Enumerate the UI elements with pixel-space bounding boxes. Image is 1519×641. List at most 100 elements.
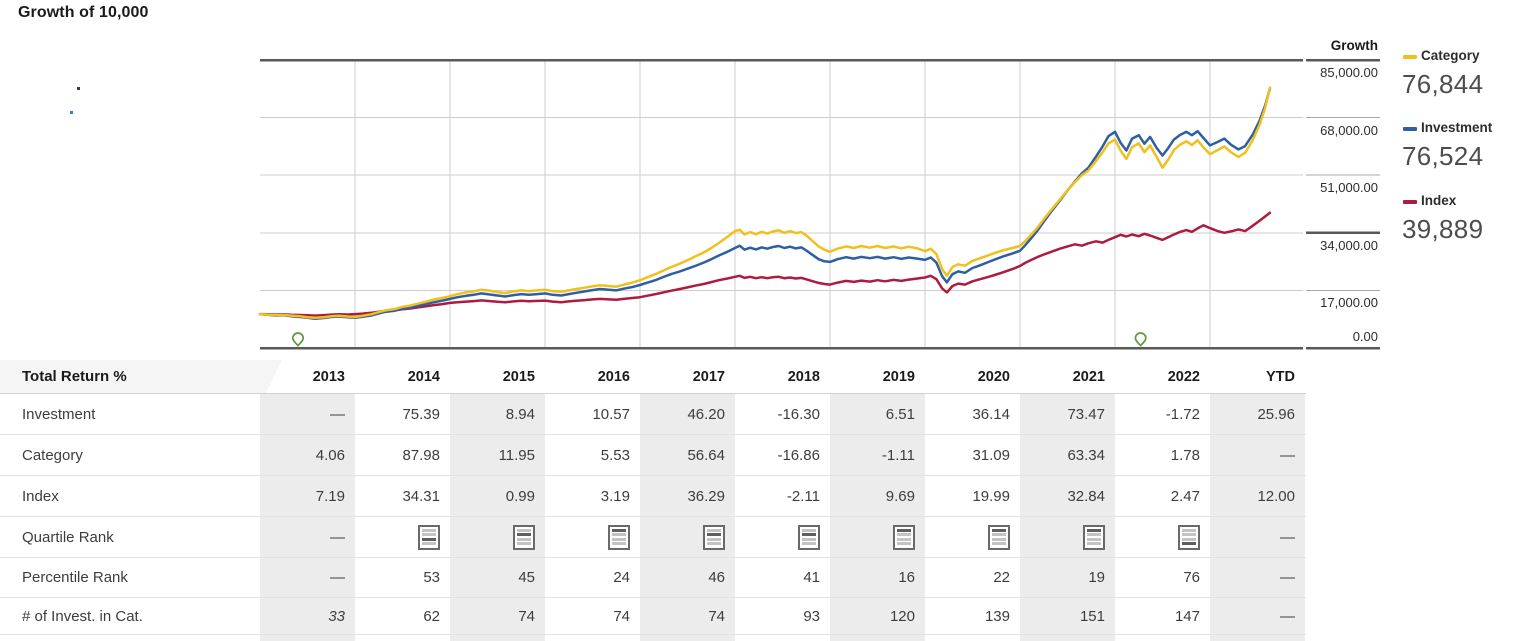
table-cell: — bbox=[1210, 598, 1305, 634]
quartile-bar bbox=[1087, 537, 1101, 541]
y-tick-label: 34,000.00 bbox=[1320, 237, 1378, 253]
quartile-bar bbox=[897, 528, 911, 532]
table-cell: 147 bbox=[1115, 598, 1210, 634]
table-cell bbox=[830, 517, 925, 557]
table-cell: 1.78 bbox=[1115, 435, 1210, 475]
series-line-category[interactable] bbox=[258, 86, 1272, 320]
legend-series-name: Investment bbox=[1421, 120, 1493, 135]
legend-series-value: 39,889 bbox=[1402, 214, 1484, 244]
cell-value: 9.69 bbox=[885, 487, 915, 505]
quartile-bar bbox=[1087, 533, 1101, 537]
table-header-label: Total Return % bbox=[0, 360, 260, 393]
cell-value: 53 bbox=[423, 569, 440, 586]
quartile-bar bbox=[422, 542, 436, 546]
quartile-bar bbox=[517, 528, 531, 532]
series-line-investment[interactable] bbox=[258, 87, 1272, 320]
table-row-index: Index 7.19 34.31 0.99 3.19 36.29 -2.11 9.69 19.9… bbox=[0, 476, 1306, 517]
quartile-bar bbox=[802, 542, 816, 546]
cell-value: 45 bbox=[518, 569, 535, 586]
cell-value: 151 bbox=[1079, 607, 1105, 625]
cell-value: 3.19 bbox=[600, 487, 630, 505]
cell-value: 6.51 bbox=[885, 405, 915, 423]
cell-value: 7.19 bbox=[315, 487, 345, 505]
row-label: Index bbox=[0, 476, 260, 516]
quartile-bar bbox=[897, 542, 911, 546]
stray-dot-dark bbox=[77, 87, 80, 90]
cell-value: 32.84 bbox=[1067, 487, 1105, 505]
cell-value: — bbox=[1280, 446, 1295, 464]
row-label-text: Quartile Rank bbox=[22, 528, 114, 546]
row-label-text: Percentile Rank bbox=[22, 569, 128, 586]
year-header-cell: 2015 bbox=[502, 368, 535, 385]
cell-value: -16.30 bbox=[777, 405, 820, 423]
cell-value: — bbox=[1280, 607, 1295, 625]
table-cell: 2.47 bbox=[1115, 476, 1210, 516]
cell-value: 4.06 bbox=[315, 446, 345, 464]
series-line-index[interactable] bbox=[258, 211, 1272, 317]
row-label-text: Investment bbox=[22, 405, 96, 423]
next-row-sliver bbox=[0, 635, 1306, 641]
table-cell: -1.11 bbox=[830, 435, 925, 475]
sliver-cell bbox=[545, 635, 640, 641]
cell-value: 93 bbox=[803, 607, 820, 625]
y-tick-label: 85,000.00 bbox=[1320, 65, 1378, 80]
table-cell: — bbox=[260, 558, 355, 597]
year-header-cell: 2017 bbox=[692, 368, 725, 385]
quartile-bar bbox=[517, 533, 531, 537]
quartile-bar bbox=[612, 537, 626, 541]
table-cell: 8.94 bbox=[450, 394, 545, 434]
cell-value: 19 bbox=[1088, 569, 1105, 586]
header-slant-background bbox=[0, 360, 282, 393]
cell-value: 56.64 bbox=[687, 446, 725, 464]
table-row-category: Category 4.06 87.98 11.95 5.53 56.64 -16.86 -1.… bbox=[0, 435, 1306, 476]
table-cell bbox=[1020, 517, 1115, 557]
growth-chart-plot[interactable] bbox=[0, 0, 1519, 362]
year-header-cell: 2019 bbox=[882, 368, 915, 385]
table-cell bbox=[735, 517, 830, 557]
table-cell: 36.14 bbox=[925, 394, 1020, 434]
table-cell: -1.72 bbox=[1115, 394, 1210, 434]
cell-value: 120 bbox=[889, 607, 915, 625]
quartile-bar bbox=[422, 537, 436, 541]
cell-value: 25.96 bbox=[1257, 405, 1295, 423]
legend-dash-icon bbox=[1403, 127, 1417, 131]
quartile-bar bbox=[897, 537, 911, 541]
cell-value: 8.94 bbox=[505, 405, 535, 423]
cell-value: 62 bbox=[423, 607, 440, 625]
quartile-rank-icon bbox=[703, 524, 725, 550]
cell-value: -1.11 bbox=[881, 446, 915, 464]
legend-series-value: 76,524 bbox=[1402, 141, 1484, 171]
quartile-rank-icon bbox=[418, 524, 440, 550]
table-cell: — bbox=[1210, 558, 1305, 597]
table-cell: 63.34 bbox=[1020, 435, 1115, 475]
table-cell: 45 bbox=[450, 558, 545, 597]
table-cell: 75.39 bbox=[355, 394, 450, 434]
table-cell: 36.29 bbox=[640, 476, 735, 516]
table-cell: -16.30 bbox=[735, 394, 830, 434]
legend-series-name: Category bbox=[1421, 48, 1480, 63]
table-cell: 5.53 bbox=[545, 435, 640, 475]
table-cell: 74 bbox=[640, 598, 735, 634]
table-cell: 46 bbox=[640, 558, 735, 597]
cell-value: 73.47 bbox=[1067, 405, 1105, 423]
event-marker-pin[interactable] bbox=[291, 332, 305, 347]
cell-value: -2.11 bbox=[786, 487, 820, 505]
quartile-bar bbox=[1087, 528, 1101, 532]
sliver-cell bbox=[1020, 635, 1115, 641]
table-cell: 93 bbox=[735, 598, 830, 634]
sliver-cell bbox=[355, 635, 450, 641]
event-marker-pin[interactable] bbox=[1134, 332, 1147, 347]
cell-value: 22 bbox=[993, 569, 1010, 586]
table-cell: 19.99 bbox=[925, 476, 1020, 516]
cell-value: 74 bbox=[613, 607, 630, 625]
cell-value: 46.20 bbox=[687, 405, 725, 423]
row-label-text: Index bbox=[22, 487, 59, 505]
quartile-bar bbox=[1087, 542, 1101, 546]
quartile-rank-icon bbox=[1083, 524, 1105, 550]
cell-value: 16 bbox=[898, 569, 915, 586]
cell-value: 11.95 bbox=[498, 446, 535, 464]
table-cell bbox=[355, 517, 450, 557]
cell-value: — bbox=[1280, 569, 1295, 586]
quartile-bar bbox=[1182, 533, 1196, 537]
